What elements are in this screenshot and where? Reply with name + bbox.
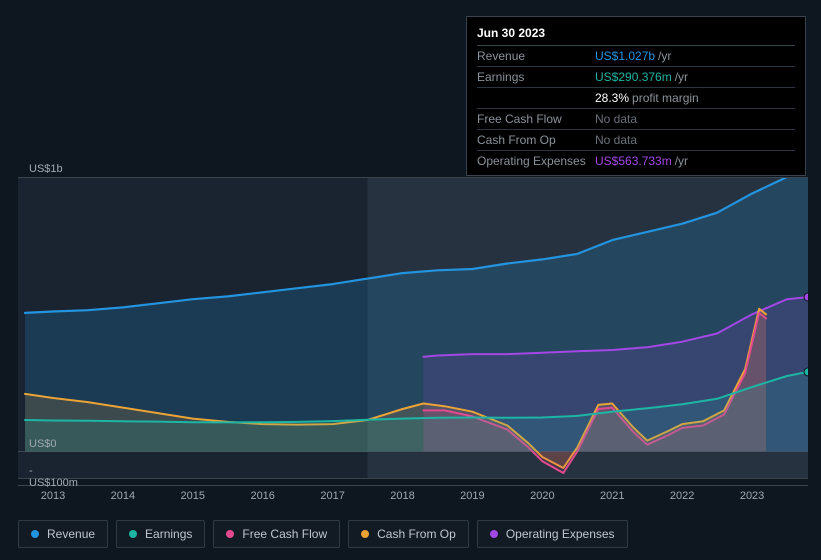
tooltip-row-value: US$290.376m/yr	[595, 70, 688, 84]
y-axis-label: US$1b	[25, 163, 29, 175]
x-axis-tick: 2016	[250, 490, 274, 502]
x-axis: 2013 2014 2015 2016 2017 2018 2019 2020 2021 2022…	[18, 485, 808, 507]
legend-item-opex[interactable]: Operating Expenses	[477, 520, 628, 548]
x-axis-tick: 2022	[670, 490, 694, 502]
legend-dot-icon	[361, 530, 369, 538]
x-axis-tick: 2017	[320, 490, 344, 502]
tooltip-row: EarningsUS$290.376m/yr	[477, 67, 795, 88]
tooltip-row: 28.3%profit margin	[477, 88, 795, 109]
tooltip-row-label: Cash From Op	[477, 133, 595, 147]
legend-label: Free Cash Flow	[242, 527, 327, 541]
legend-label: Earnings	[145, 527, 192, 541]
chart-legend: Revenue Earnings Free Cash Flow Cash From O…	[18, 520, 628, 548]
chart-plot-area	[18, 177, 808, 479]
x-axis-tick: 2023	[740, 490, 764, 502]
x-axis-tick: 2021	[600, 490, 624, 502]
chart-tooltip: Jun 30 2023 RevenueUS$1.027b/yrEarningsU…	[466, 16, 806, 176]
tooltip-row: RevenueUS$1.027b/yr	[477, 46, 795, 67]
tooltip-row: Free Cash FlowNo data	[477, 109, 795, 130]
tooltip-row-label: Revenue	[477, 49, 595, 63]
x-axis-tick: 2015	[181, 490, 205, 502]
legend-label: Revenue	[47, 527, 95, 541]
tooltip-row-value: No data	[595, 112, 637, 126]
legend-label: Cash From Op	[377, 527, 456, 541]
x-axis-tick: 2014	[111, 490, 135, 502]
legend-dot-icon	[490, 530, 498, 538]
legend-dot-icon	[226, 530, 234, 538]
x-axis-tick: 2020	[530, 490, 554, 502]
y-axis-label: -US$100m	[25, 465, 29, 489]
legend-item-revenue[interactable]: Revenue	[18, 520, 108, 548]
tooltip-row-label: Earnings	[477, 70, 595, 84]
legend-item-cfo[interactable]: Cash From Op	[348, 520, 469, 548]
tooltip-date: Jun 30 2023	[477, 23, 795, 46]
x-axis-tick: 2013	[41, 490, 65, 502]
tooltip-row-label: Free Cash Flow	[477, 112, 595, 126]
tooltip-row-value: US$1.027b/yr	[595, 49, 671, 63]
legend-dot-icon	[31, 530, 39, 538]
legend-item-fcf[interactable]: Free Cash Flow	[213, 520, 340, 548]
legend-label: Operating Expenses	[506, 527, 615, 541]
x-axis-tick: 2019	[460, 490, 484, 502]
legend-dot-icon	[129, 530, 137, 538]
legend-item-earnings[interactable]: Earnings	[116, 520, 205, 548]
tooltip-row-value: No data	[595, 133, 637, 147]
tooltip-row: Cash From OpNo data	[477, 130, 795, 151]
financials-chart[interactable]: 2013 2014 2015 2016 2017 2018 2019 2020 2021 2022…	[18, 155, 808, 510]
x-axis-tick: 2018	[390, 490, 414, 502]
tooltip-row-value: 28.3%profit margin	[595, 91, 699, 105]
y-axis-label: US$0	[25, 438, 29, 450]
